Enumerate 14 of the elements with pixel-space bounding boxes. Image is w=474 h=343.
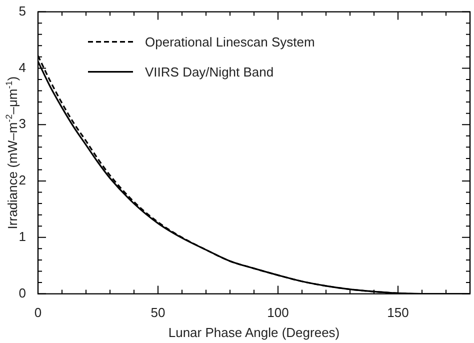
x-tick-label: 150 (387, 305, 409, 320)
x-tick-label: 0 (34, 305, 42, 320)
y-tick-label: 1 (18, 228, 26, 244)
x-axis-title: Lunar Phase Angle (Degrees) (168, 324, 340, 340)
y-axis-title: Irradiance (mW–m-2–μm-1) (4, 76, 20, 230)
y-tick-label: 4 (18, 60, 26, 75)
y-tick-label: 5 (18, 3, 26, 18)
y-tick-label: 3 (18, 116, 26, 132)
legend-label: Operational Linescan System (145, 34, 315, 50)
y-tick-label: 2 (18, 172, 26, 188)
y-tick-label: 0 (18, 285, 26, 300)
legend-label: VIIRS Day/Night Band (145, 64, 274, 80)
x-tick-label: 50 (150, 305, 166, 320)
x-tick-label: 100 (267, 305, 289, 320)
